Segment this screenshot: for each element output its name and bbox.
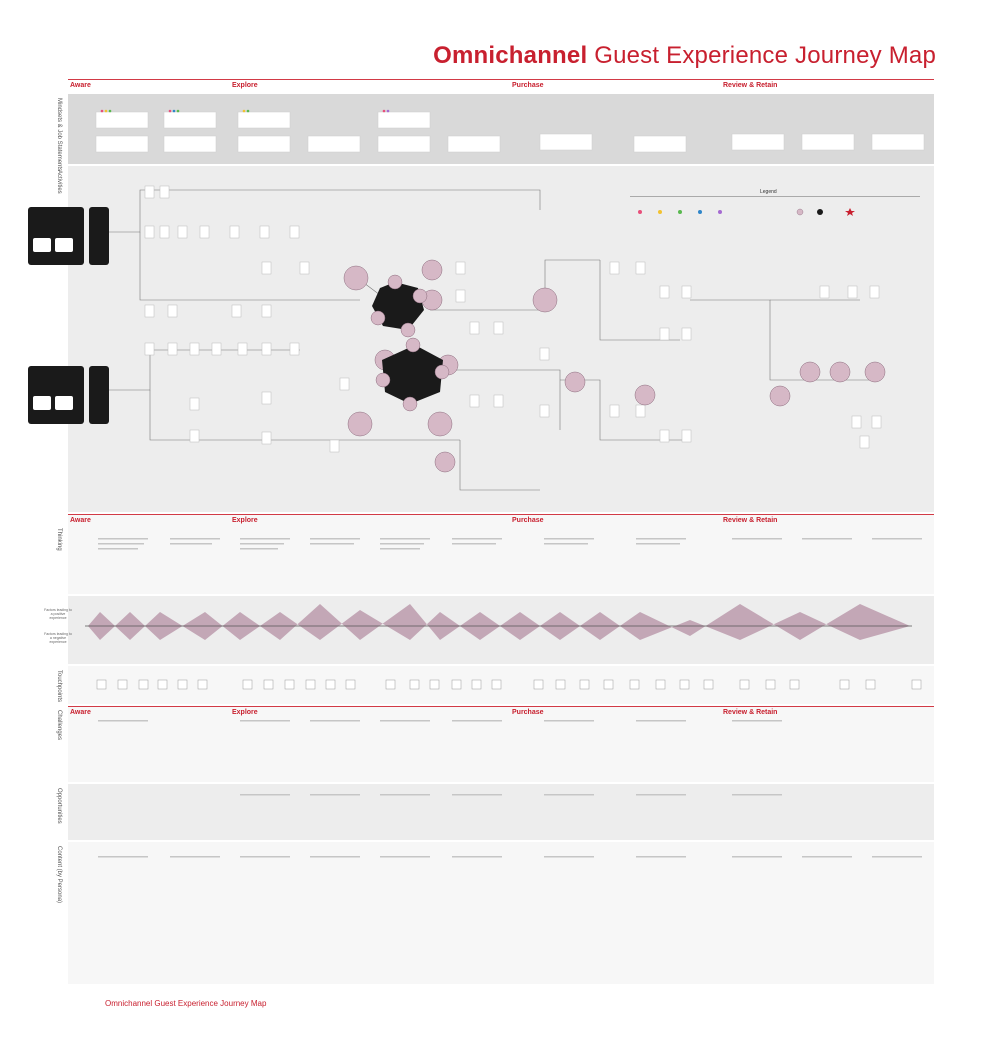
- legend-title: Legend: [760, 189, 777, 195]
- emotion-band: [68, 596, 934, 664]
- legend: Legend: [630, 189, 920, 227]
- row-label-content: Content (by Persona): [56, 846, 62, 904]
- positive-factors-label: Factors leading to a positive experience: [44, 608, 72, 620]
- row-label-challenges: Challenges: [56, 710, 62, 741]
- touchpoints-band: [68, 666, 934, 704]
- challenges-phase-aware: Aware: [70, 709, 91, 716]
- row-label-opportunities: Opportunities: [56, 788, 62, 824]
- row-label-thinking: Thinking: [56, 528, 62, 551]
- phase-review-retain: Review & Retain: [723, 82, 778, 89]
- challenges-phase-purchase: Purchase: [512, 709, 544, 716]
- thinking-phase-header: Aware Explore Purchase Review & Retain: [68, 514, 934, 529]
- phase-header: Aware Explore Purchase Review & Retain: [68, 79, 934, 94]
- mindsets-band: [68, 94, 934, 164]
- row-label-activities: Activities: [56, 170, 62, 194]
- footer-title: Omnichannel Guest Experience Journey Map: [105, 999, 267, 1008]
- phase-aware: Aware: [70, 82, 91, 89]
- phase-purchase: Purchase: [512, 82, 544, 89]
- negative-factors-label: Factors leading to a negative experience: [44, 632, 72, 644]
- thinking-band: [68, 514, 934, 594]
- row-label-mindsets: Mindsets & Job Statements: [56, 98, 62, 172]
- row-label-touchpoints: Touchpoints: [56, 670, 62, 703]
- challenges-phase-header: Aware Explore Purchase Review & Retain: [68, 706, 934, 721]
- page-title: Omnichannel Guest Experience Journey Map: [433, 42, 936, 69]
- thinking-phase-explore: Explore: [232, 517, 258, 524]
- challenges-phase-explore: Explore: [232, 709, 258, 716]
- content-band: [68, 842, 934, 984]
- opportunities-band: [68, 784, 934, 840]
- challenges-band: [68, 706, 934, 782]
- thinking-phase-review: Review & Retain: [723, 517, 778, 524]
- thinking-phase-aware: Aware: [70, 517, 91, 524]
- thinking-phase-purchase: Purchase: [512, 517, 544, 524]
- challenges-phase-review: Review & Retain: [723, 709, 778, 716]
- phase-explore: Explore: [232, 82, 258, 89]
